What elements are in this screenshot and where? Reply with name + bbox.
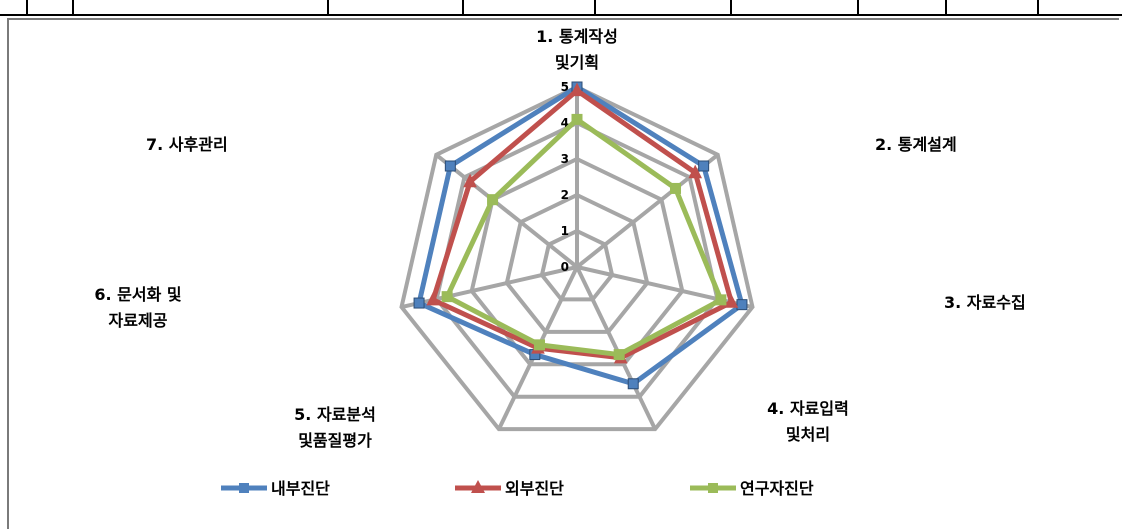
legend-label: 내부진단 bbox=[271, 479, 330, 498]
legend-item: 내부진단 bbox=[221, 479, 330, 498]
series-group bbox=[413, 81, 748, 390]
grid-ring bbox=[399, 84, 755, 432]
data-point bbox=[571, 113, 583, 125]
spoke-line bbox=[575, 266, 657, 431]
data-point bbox=[724, 294, 739, 308]
data-point bbox=[570, 82, 584, 97]
table-column-divider bbox=[945, 0, 947, 16]
radar-grid bbox=[399, 84, 755, 432]
data-point bbox=[426, 291, 440, 306]
data-point bbox=[487, 194, 499, 206]
data-point bbox=[444, 160, 456, 172]
legend-marker bbox=[239, 483, 249, 493]
table-column-divider bbox=[462, 0, 464, 16]
category-label: 4. 자료입력 bbox=[767, 399, 849, 418]
data-point bbox=[736, 299, 748, 311]
series-group bbox=[441, 113, 727, 361]
data-point bbox=[627, 378, 639, 390]
legend-item: 외부진단 bbox=[455, 479, 564, 498]
table-border-strip bbox=[0, 0, 1122, 16]
legend-label: 연구자진단 bbox=[740, 479, 814, 498]
radar-series bbox=[413, 81, 748, 390]
tick-label: 2 bbox=[561, 188, 569, 202]
category-label: 및처리 bbox=[786, 425, 830, 444]
chart-area-frame bbox=[7, 18, 1119, 529]
category-label: 7. 사후관리 bbox=[146, 135, 228, 154]
table-column-divider bbox=[72, 0, 74, 16]
chart-legend: 내부진단 외부진단 연구자진단 bbox=[221, 479, 814, 498]
data-point bbox=[715, 294, 727, 306]
data-point bbox=[698, 160, 710, 172]
category-label: 3. 자료수집 bbox=[944, 293, 1026, 312]
data-point bbox=[534, 339, 546, 351]
table-column-divider bbox=[594, 0, 596, 16]
table-column-divider bbox=[327, 0, 329, 16]
legend-marker bbox=[471, 480, 485, 493]
radar-tick-labels: 0 1 2 3 4 5 bbox=[561, 80, 569, 274]
tick-label: 4 bbox=[561, 116, 569, 130]
tick-label: 1 bbox=[561, 224, 569, 238]
data-point bbox=[688, 164, 703, 179]
table-column-divider bbox=[730, 0, 732, 16]
grid-ring bbox=[504, 192, 650, 334]
data-point bbox=[613, 349, 625, 361]
tick-label: 3 bbox=[561, 152, 569, 166]
category-label: 2. 통계설계 bbox=[875, 135, 957, 154]
table-column-divider bbox=[26, 0, 28, 16]
data-point bbox=[670, 182, 682, 194]
tick-label: 0 bbox=[561, 260, 569, 274]
category-label: 6. 문서화 및 bbox=[94, 285, 181, 304]
spoke-line bbox=[435, 153, 579, 269]
category-label: 자료제공 bbox=[109, 311, 168, 330]
series-line bbox=[430, 88, 734, 361]
data-point bbox=[413, 297, 425, 309]
series-line bbox=[444, 116, 724, 358]
legend-item: 연구자진단 bbox=[690, 479, 814, 498]
radar-spokes bbox=[401, 87, 753, 431]
data-point bbox=[463, 173, 477, 188]
table-column-divider bbox=[1037, 0, 1039, 16]
category-label: 및품질평가 bbox=[298, 431, 372, 450]
series-line bbox=[416, 84, 745, 387]
legend-marker bbox=[708, 483, 718, 493]
legend-label: 외부진단 bbox=[505, 479, 564, 498]
data-point bbox=[441, 291, 453, 303]
grid-ring bbox=[434, 120, 720, 399]
category-label: 및기획 bbox=[555, 53, 599, 72]
table-column-divider bbox=[857, 0, 859, 16]
grid-ring bbox=[539, 228, 615, 302]
category-label: 1. 통계작성 bbox=[536, 27, 618, 46]
tick-label: 5 bbox=[561, 80, 569, 94]
category-label: 5. 자료분석 bbox=[294, 405, 376, 424]
grid-ring bbox=[469, 156, 685, 367]
